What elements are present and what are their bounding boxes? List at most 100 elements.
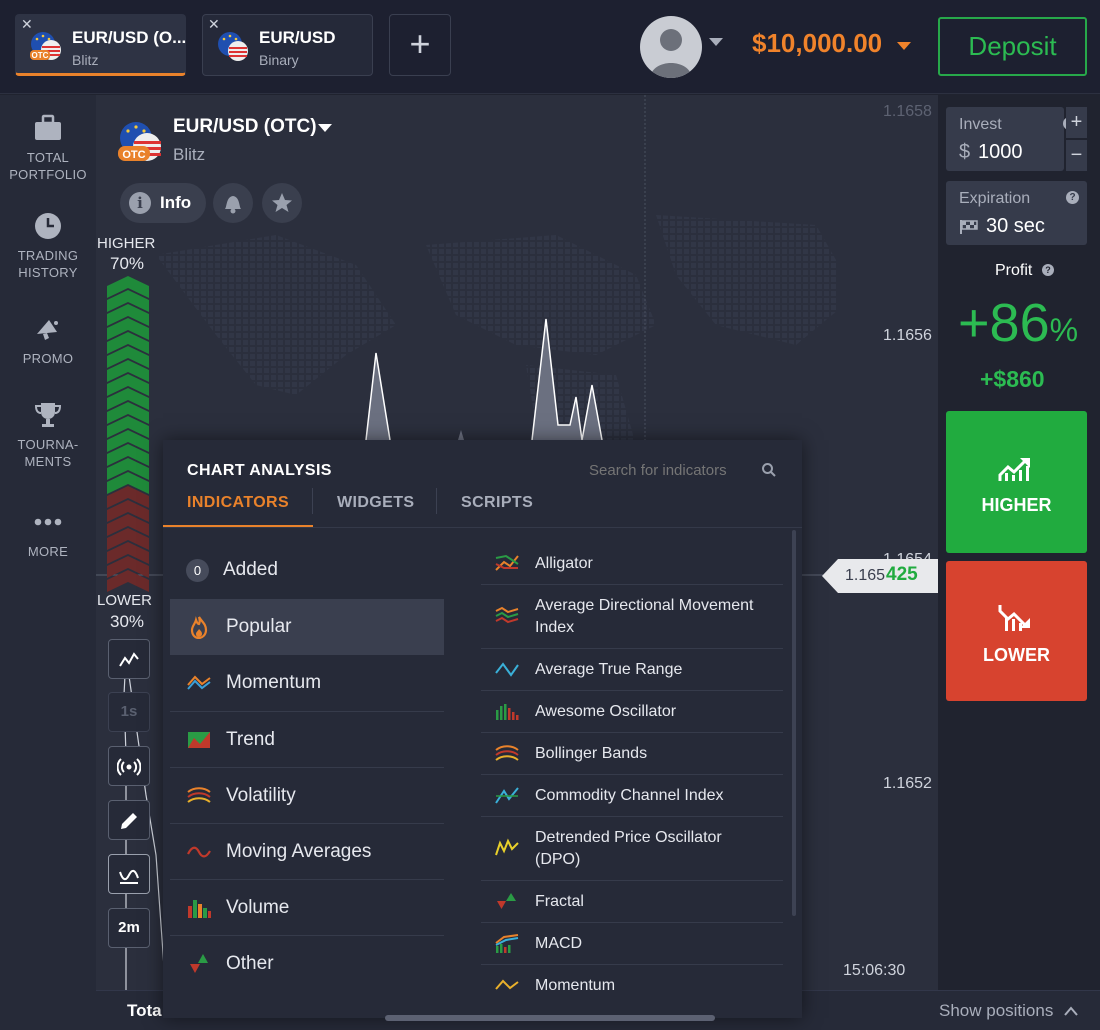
- svg-text:OTC: OTC: [122, 149, 145, 161]
- sentiment-bar: [107, 276, 149, 592]
- sentiment-higher-chevron: [107, 304, 149, 326]
- sentiment-higher-chevron: [107, 458, 149, 480]
- sentiment-lower-chevron: [107, 486, 149, 508]
- sentiment-higher-chevron: [107, 346, 149, 368]
- line-chart-icon: [119, 652, 139, 667]
- asset-type: Blitz: [173, 145, 206, 164]
- sidebar-item-more[interactable]: MORE: [0, 507, 96, 560]
- sidebar-item-tournaments[interactable]: TOURNA- MENTS: [0, 400, 96, 470]
- chevron-up-icon[interactable]: [1063, 1003, 1079, 1019]
- sidebar-item-promo[interactable]: PROMO: [0, 314, 96, 367]
- horizontal-scrollbar[interactable]: [385, 1015, 715, 1021]
- sidebar-item-total-portfolio[interactable]: TOTAL PORTFOLIO: [0, 113, 96, 183]
- expiration-field[interactable]: Expiration ? 30 sec: [946, 181, 1087, 245]
- alert-button[interactable]: [213, 183, 253, 223]
- chevron-down-icon[interactable]: [709, 38, 723, 46]
- time-label: 15:06:30: [843, 962, 906, 979]
- category-volatility[interactable]: Volatility: [170, 767, 444, 823]
- fire-icon: [190, 616, 208, 639]
- momentum-line-icon: [495, 979, 519, 990]
- sentiment-lower-chevron: [107, 542, 149, 564]
- help-icon[interactable]: ?: [1066, 191, 1079, 204]
- indicator-bollinger-bands[interactable]: Bollinger Bands: [481, 732, 783, 774]
- chevron-down-icon[interactable]: [897, 42, 911, 50]
- sentiment-higher-chevron: [107, 332, 149, 354]
- indicator-label: Bollinger Bands: [535, 745, 648, 762]
- category-volume[interactable]: Volume: [170, 879, 444, 935]
- chart-type-button[interactable]: [108, 639, 150, 679]
- indicator-atr[interactable]: Average True Range: [481, 648, 783, 690]
- clock-icon: [35, 213, 61, 239]
- tab-indicators[interactable]: INDICATORS: [187, 494, 290, 511]
- sentiment-higher-label: HIGHER: [97, 235, 156, 252]
- category-label: Volatility: [226, 785, 296, 806]
- category-added[interactable]: 0 Added: [170, 542, 444, 598]
- deposit-button[interactable]: Deposit: [938, 17, 1087, 76]
- timeframe-button[interactable]: 2m: [108, 908, 150, 948]
- tab-scripts[interactable]: SCRIPTS: [461, 494, 534, 511]
- indicator-alligator[interactable]: Alligator: [481, 544, 783, 584]
- sentiment-higher-chevron: [107, 360, 149, 382]
- avatar[interactable]: [640, 16, 702, 78]
- chevron-down-icon[interactable]: [318, 124, 332, 132]
- expiration-label: Expiration: [959, 190, 1031, 207]
- price-tick: 1.1652: [883, 775, 932, 792]
- sentiment-higher-chevron: [107, 276, 149, 298]
- invest-increase-button[interactable]: +: [1066, 107, 1087, 138]
- sentiment-lower-chevron: [107, 514, 149, 536]
- sidebar-item-label: MENTS: [24, 454, 72, 469]
- indicator-cci[interactable]: Commodity Channel Index: [481, 774, 783, 816]
- adx-icon: [495, 606, 519, 624]
- search-input[interactable]: [589, 460, 749, 480]
- scrollbar[interactable]: [792, 530, 796, 916]
- asset-tab-eurusd-otc[interactable]: ✕ OTC EUR/USD (O... Blitz: [15, 14, 186, 76]
- sentiment-lower-label: LOWER: [97, 592, 153, 609]
- info-label: Info: [160, 193, 192, 212]
- indicator-momentum[interactable]: Momentum: [481, 964, 783, 1006]
- sidebar-item-label: TRADING: [17, 248, 79, 263]
- lower-button[interactable]: LOWER: [946, 561, 1087, 701]
- indicator-label: Commodity Channel Index: [535, 787, 724, 804]
- category-momentum[interactable]: Momentum: [170, 655, 444, 711]
- chart-analysis-panel: CHART ANALYSIS INDICATORS WIDGETS SCRIPT…: [163, 440, 802, 1018]
- close-tab-icon[interactable]: ✕: [208, 16, 220, 32]
- tab-widgets[interactable]: WIDGETS: [337, 494, 415, 511]
- search-icon[interactable]: [761, 462, 777, 478]
- help-icon[interactable]: ?: [1042, 264, 1054, 276]
- favorite-button[interactable]: [262, 183, 302, 223]
- invest-value[interactable]: 1000: [978, 141, 1023, 163]
- category-moving-averages[interactable]: Moving Averages: [170, 823, 444, 879]
- indicator-label: Awesome Oscillator: [535, 703, 677, 720]
- category-other[interactable]: Other: [170, 935, 444, 991]
- close-tab-icon[interactable]: ✕: [21, 16, 33, 32]
- pencil-icon: [121, 813, 137, 829]
- drawing-tools-button[interactable]: [108, 800, 150, 840]
- indicator-fractal[interactable]: Fractal: [481, 880, 783, 922]
- briefcase-icon: [35, 114, 61, 140]
- balance[interactable]: $10,000.00: [752, 28, 883, 58]
- bollinger-icon: [495, 745, 519, 761]
- indicator-awesome-oscillator[interactable]: Awesome Oscillator: [481, 690, 783, 732]
- indicator-label: Fractal: [535, 893, 584, 910]
- time-1s-button[interactable]: 1s: [108, 692, 150, 732]
- indicators-button[interactable]: [108, 854, 150, 894]
- indicator-macd[interactable]: MACD: [481, 922, 783, 964]
- add-tab-button[interactable]: +: [389, 14, 451, 76]
- show-positions-button[interactable]: Show positions: [939, 1001, 1054, 1020]
- invest-decrease-button[interactable]: −: [1066, 140, 1087, 171]
- sidebar-item-trading-history[interactable]: TRADING HISTORY: [0, 211, 96, 281]
- asset-name[interactable]: EUR/USD (OTC): [173, 116, 317, 137]
- indicator-adx[interactable]: Average Directional Movement Index: [481, 584, 783, 648]
- category-trend[interactable]: Trend: [170, 711, 444, 767]
- category-label: Volume: [226, 897, 290, 918]
- category-popular[interactable]: Popular: [170, 599, 444, 655]
- higher-button[interactable]: HIGHER: [946, 411, 1087, 553]
- invest-label: Invest: [959, 116, 1002, 133]
- lower-label: LOWER: [983, 645, 1050, 665]
- info-button[interactable]: i Info: [120, 183, 206, 223]
- indicator-dpo[interactable]: Detrended Price Oscillator (DPO): [481, 816, 783, 880]
- invest-field[interactable]: Invest ? $ 1000: [946, 107, 1076, 171]
- live-signal-button[interactable]: [108, 746, 150, 786]
- asset-tab-eurusd-binary[interactable]: ✕ EUR/USD Binary: [202, 14, 373, 76]
- alligator-icon: [495, 554, 519, 571]
